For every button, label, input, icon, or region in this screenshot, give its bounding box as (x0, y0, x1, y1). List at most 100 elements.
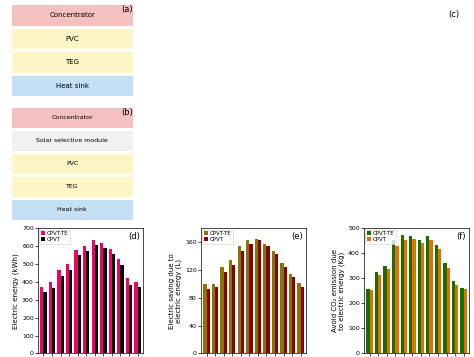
Text: (e): (e) (292, 232, 303, 241)
Bar (109, 249, 112, 353)
Bar (452, 281, 455, 353)
Bar (12, 131, 133, 151)
Bar (12, 154, 133, 174)
Text: (b): (b) (121, 109, 133, 117)
Bar (455, 286, 458, 353)
Bar (40, 287, 44, 353)
Bar (134, 282, 137, 353)
Bar (401, 236, 404, 353)
Bar (12, 5, 133, 26)
Bar (297, 283, 301, 353)
Bar (12, 107, 133, 128)
Bar (12, 177, 133, 197)
Y-axis label: Electric saving due to
electric energy (L): Electric saving due to electric energy (… (169, 253, 182, 329)
Bar (69, 270, 73, 353)
Text: PVC: PVC (66, 161, 79, 166)
Y-axis label: Electric energy (kWh): Electric energy (kWh) (13, 253, 19, 329)
Bar (366, 289, 370, 353)
Bar (387, 269, 390, 353)
Bar (375, 272, 378, 353)
Text: (f): (f) (456, 232, 466, 241)
Text: TEG: TEG (66, 184, 79, 189)
Bar (220, 267, 224, 353)
Bar (212, 284, 215, 353)
Bar (275, 254, 278, 353)
Bar (370, 291, 373, 353)
Bar (86, 251, 90, 353)
Text: PVC: PVC (65, 36, 79, 42)
Bar (237, 246, 241, 353)
Bar (421, 243, 424, 353)
Bar (392, 240, 395, 353)
Text: (c): (c) (448, 10, 460, 19)
Bar (412, 239, 416, 353)
Bar (129, 285, 132, 353)
Legend: CPVT-TE, CPVT: CPVT-TE, CPVT (202, 230, 233, 244)
Bar (435, 245, 438, 353)
Bar (78, 255, 81, 353)
Text: (a): (a) (121, 5, 133, 14)
Bar (283, 267, 287, 353)
Bar (301, 287, 304, 353)
Text: Heat sink: Heat sink (56, 83, 89, 89)
Bar (95, 245, 98, 353)
Bar (460, 288, 464, 353)
Bar (429, 241, 433, 353)
Bar (207, 289, 210, 353)
Bar (418, 240, 421, 353)
Bar (100, 243, 103, 353)
Text: Concentrator: Concentrator (52, 115, 93, 120)
Bar (464, 289, 467, 353)
Bar (12, 200, 133, 220)
Bar (447, 268, 450, 353)
Bar (404, 240, 407, 353)
Bar (74, 250, 78, 353)
Bar (232, 265, 236, 353)
Bar (395, 246, 399, 353)
Bar (49, 282, 52, 353)
Bar (203, 284, 207, 353)
Bar (57, 271, 61, 353)
Bar (215, 287, 219, 353)
Bar (255, 239, 258, 353)
Bar (103, 248, 107, 353)
Bar (409, 236, 412, 353)
Bar (117, 259, 120, 353)
Bar (378, 276, 382, 353)
Bar (438, 249, 441, 353)
Bar (12, 29, 133, 49)
Text: Solar selective module: Solar selective module (36, 138, 108, 143)
Bar (137, 287, 141, 353)
Bar (44, 292, 47, 353)
Bar (241, 251, 244, 353)
Bar (66, 264, 69, 353)
Bar (246, 240, 249, 353)
Bar (280, 263, 283, 353)
Text: Heat sink: Heat sink (57, 207, 87, 212)
Bar (289, 273, 292, 353)
Bar (258, 240, 261, 353)
Legend: CPVT-TE, CPVT: CPVT-TE, CPVT (39, 230, 70, 244)
Bar (272, 251, 275, 353)
Text: TEG: TEG (65, 60, 79, 65)
Bar (12, 76, 133, 96)
Bar (266, 246, 270, 353)
Bar (292, 277, 295, 353)
Bar (229, 260, 232, 353)
Bar (383, 266, 387, 353)
Bar (12, 52, 133, 73)
Y-axis label: Avoid CO₂ emission due
to electric energy (Kg): Avoid CO₂ emission due to electric energ… (332, 250, 346, 332)
Bar (224, 272, 227, 353)
Bar (126, 278, 129, 353)
Bar (120, 265, 124, 353)
Legend: CPVT-TE, CPVT: CPVT-TE, CPVT (365, 230, 396, 244)
Bar (443, 263, 447, 353)
Bar (426, 236, 429, 353)
Bar (83, 246, 86, 353)
Text: Concentrator: Concentrator (49, 12, 95, 18)
Bar (112, 254, 115, 353)
Bar (249, 244, 253, 353)
Text: (d): (d) (128, 232, 140, 241)
Bar (61, 276, 64, 353)
Bar (52, 288, 55, 353)
